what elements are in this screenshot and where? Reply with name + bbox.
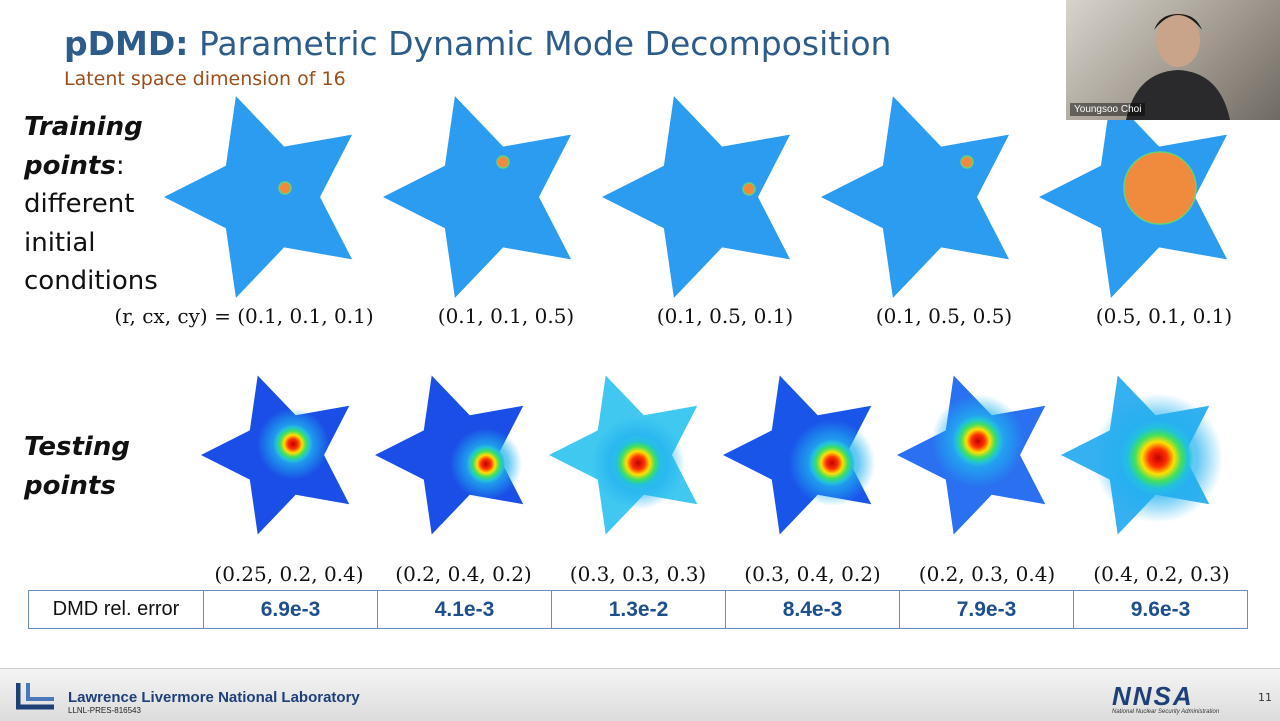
initial-condition: [960, 155, 974, 169]
initial-condition: [742, 182, 756, 196]
footer: Lawrence Livermore National Laboratory L…: [0, 668, 1280, 721]
parameter-label: (0.5, 0.1, 0.1): [1095, 304, 1233, 328]
page-number: 11: [1258, 691, 1272, 704]
initial-condition: [278, 181, 292, 195]
error-row: DMD rel. error 6.9e-3 4.1e-3 1.3e-2 8.4e-3 7…: [28, 590, 1248, 629]
parameter-label: (0.4, 0.2, 0.3): [1093, 562, 1230, 586]
lab-name: Lawrence Livermore National Laboratory: [68, 689, 360, 706]
training-field: [164, 96, 353, 298]
error-value: 4.1e-3: [377, 590, 552, 629]
training-heading: Training points: [24, 112, 143, 181]
prediction-spot: [273, 424, 313, 464]
parameter-label: (0.3, 0.4, 0.2): [744, 562, 881, 586]
error-value: 6.9e-3: [203, 590, 378, 629]
error-value: 8.4e-3: [725, 590, 900, 629]
training-field: [821, 96, 1010, 298]
testing-heading: Testing points: [24, 432, 130, 501]
initial-condition: [1123, 151, 1197, 225]
parameter-label: (0.1, 0.5, 0.1): [656, 304, 794, 328]
training-label: Training points: different initial condi…: [24, 108, 174, 301]
error-header: DMD rel. error: [28, 590, 204, 629]
error-value: 9.6e-3: [1073, 590, 1248, 629]
parameter-label: (0.1, 0.5, 0.5): [875, 304, 1013, 328]
llnl-logo: [16, 683, 54, 710]
training-field: [602, 96, 791, 298]
nnsa-logo: NNSA: [1112, 681, 1194, 711]
training-field: [383, 96, 572, 298]
prediction-spot: [808, 439, 856, 487]
initial-condition: [496, 155, 510, 169]
participant-name: Youngsoo Choi: [1070, 103, 1146, 116]
prediction-spot: [952, 415, 1004, 467]
parameter-label: (0.2, 0.3, 0.4): [918, 562, 1056, 586]
error-value: 1.3e-2: [551, 590, 726, 629]
title-text: Parametric Dynamic Mode Decomposition: [198, 24, 892, 63]
parameter-label: (0.25, 0.2, 0.4): [214, 562, 364, 586]
parameter-label: (0.2, 0.4, 0.2): [395, 562, 532, 586]
parameter-label: (0.1, 0.1, 0.5): [437, 304, 575, 328]
testing-label: Testing points: [24, 428, 154, 505]
error-value: 7.9e-3: [899, 590, 1074, 629]
prediction-spot: [1122, 422, 1194, 494]
webcam-video: [1126, 13, 1230, 120]
prediction-spot: [612, 437, 664, 489]
parameter-label: (r, cx, cy) = (0.1, 0.1, 0.1): [114, 304, 374, 328]
title: pDMD: Parametric Dynamic Mode Decomposit…: [64, 24, 891, 63]
training-description: : different initial conditions: [24, 150, 158, 297]
title-bold: pDMD:: [64, 24, 189, 63]
error-table: DMD rel. error 6.9e-3 4.1e-3 1.3e-2 8.4e-3 7…: [28, 590, 1248, 629]
webcam: Youngsoo Choi: [1066, 0, 1280, 120]
nnsa-subtitle: National Nuclear Security Administration: [1112, 709, 1220, 715]
prediction-spot: [466, 444, 506, 484]
subtitle: Latent space dimension of 16: [64, 68, 346, 90]
parameter-label: (0.3, 0.3, 0.3): [569, 562, 707, 586]
document-id: LLNL-PRES-816543: [68, 706, 141, 715]
